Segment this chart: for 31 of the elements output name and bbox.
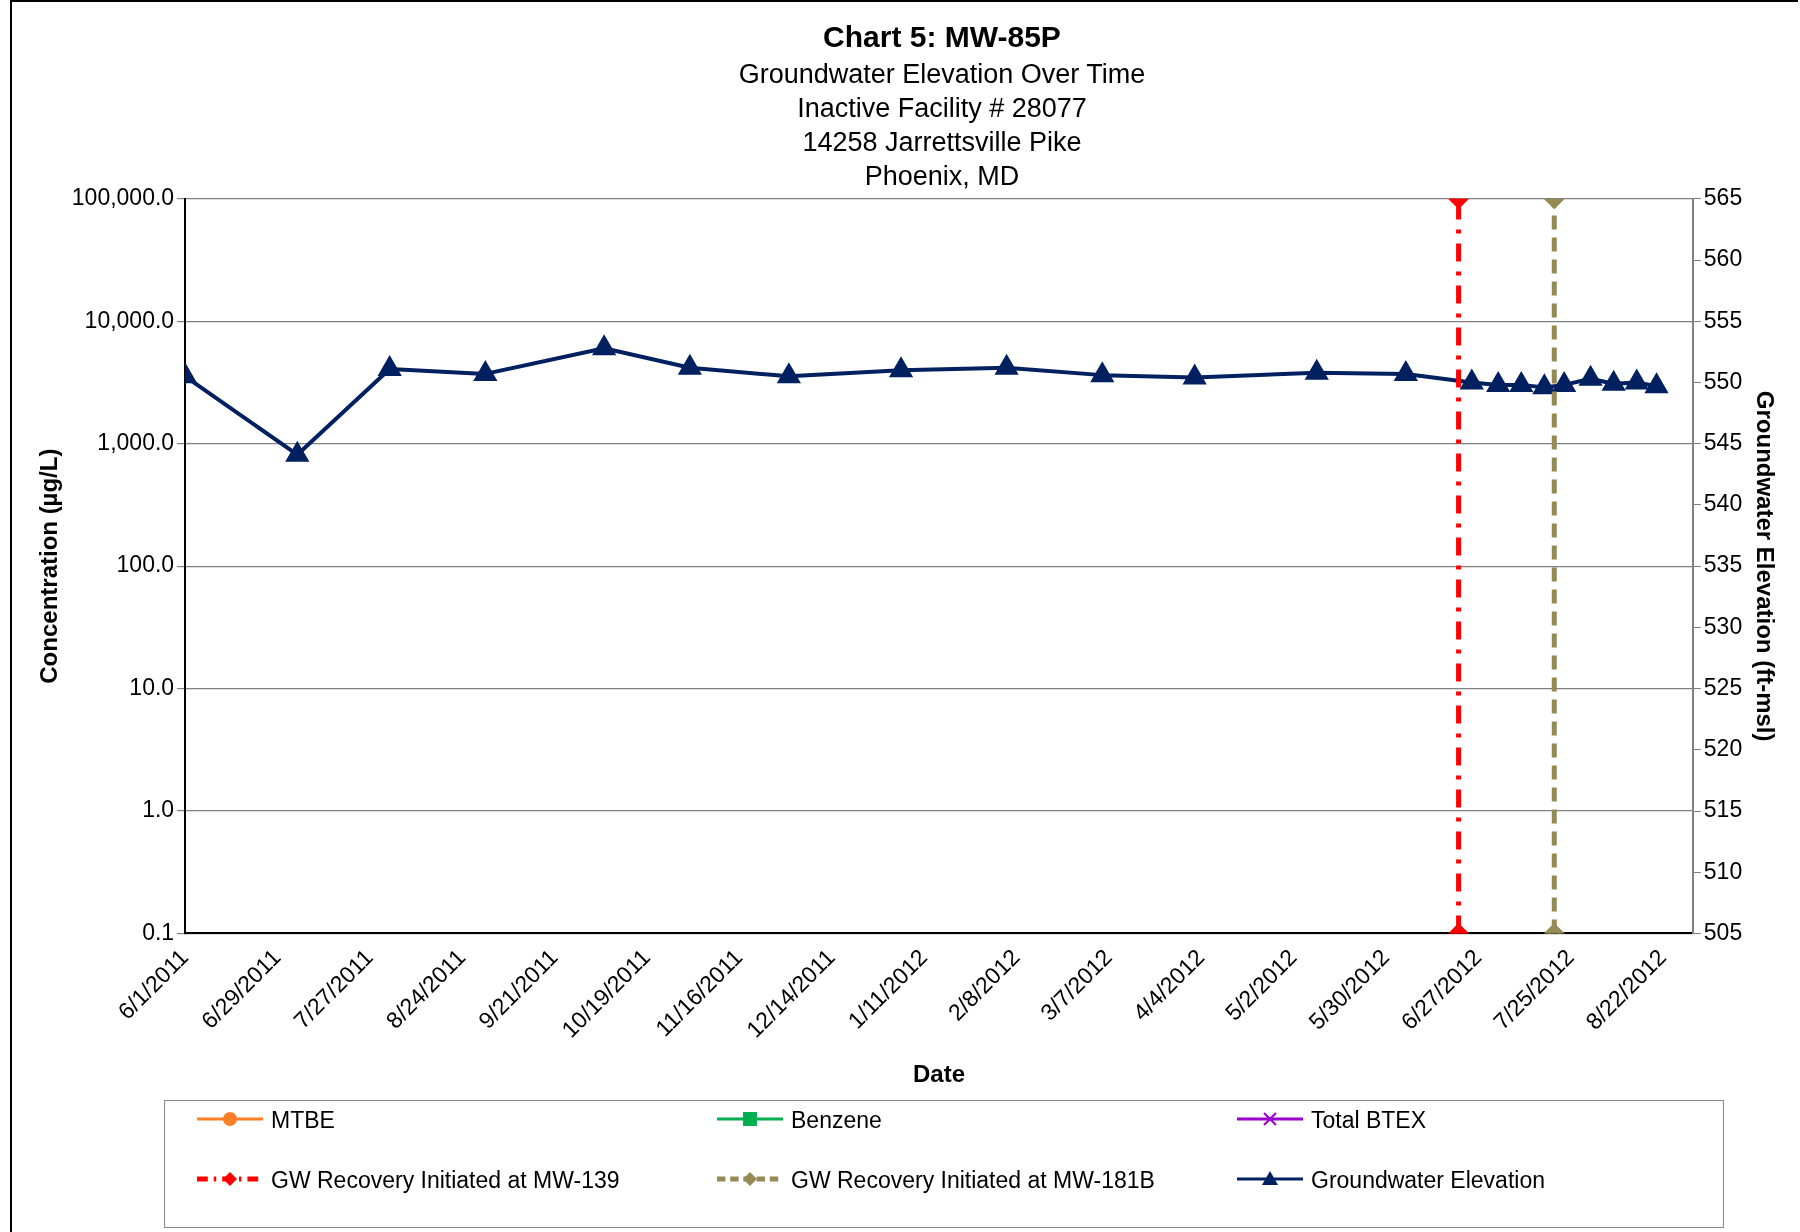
y2-tick-label: 530 <box>1703 612 1743 639</box>
y2-tick-label: 505 <box>1703 918 1743 945</box>
y2-tick-label: 525 <box>1703 673 1743 700</box>
y2-tick-label: 520 <box>1703 735 1743 762</box>
y-tick-label: 1,000.0 <box>97 429 175 456</box>
y2-tick-label: 540 <box>1703 490 1743 517</box>
legend-label: Benzene <box>791 1107 882 1134</box>
y-tick-label: 0.1 <box>142 918 175 945</box>
legend-label: MTBE <box>271 1107 335 1134</box>
y-axis-title: Concentration (µg/L) <box>35 448 63 684</box>
legend-label: GW Recovery Initiated at MW-181B <box>791 1167 1155 1194</box>
legend-label: Groundwater Elevation <box>1311 1167 1545 1194</box>
y2-tick-label: 515 <box>1703 796 1743 823</box>
chart-subtitle: Groundwater Elevation Over Time Inactive Facility # 28077 14258 Jarrettsville Pike Phoenix, MD <box>737 58 1147 191</box>
y-tick-label: 1.0 <box>142 796 175 823</box>
y2-tick-label: 545 <box>1703 429 1743 456</box>
y-tick-label: 100,000.0 <box>71 184 175 211</box>
y2-tick-label: 560 <box>1703 245 1743 272</box>
y-tick-label: 10,000.0 <box>84 306 175 333</box>
y2-tick-label: 510 <box>1703 857 1743 884</box>
y2-axis-title: Groundwater Elevation (ft-msl) <box>1751 390 1779 742</box>
y-tick-label: 100.0 <box>116 551 175 578</box>
y2-tick-label: 555 <box>1703 306 1743 333</box>
y2-tick-label: 550 <box>1703 367 1743 394</box>
y2-tick-label: 535 <box>1703 551 1743 578</box>
chart-title: Chart 5: MW-85P <box>822 20 1062 54</box>
y-tick-label: 10.0 <box>129 673 175 700</box>
y2-tick-label: 565 <box>1703 184 1743 211</box>
legend-label: GW Recovery Initiated at MW-139 <box>271 1167 620 1194</box>
x-axis-title: Date <box>912 1060 965 1088</box>
legend-label: Total BTEX <box>1311 1107 1427 1134</box>
